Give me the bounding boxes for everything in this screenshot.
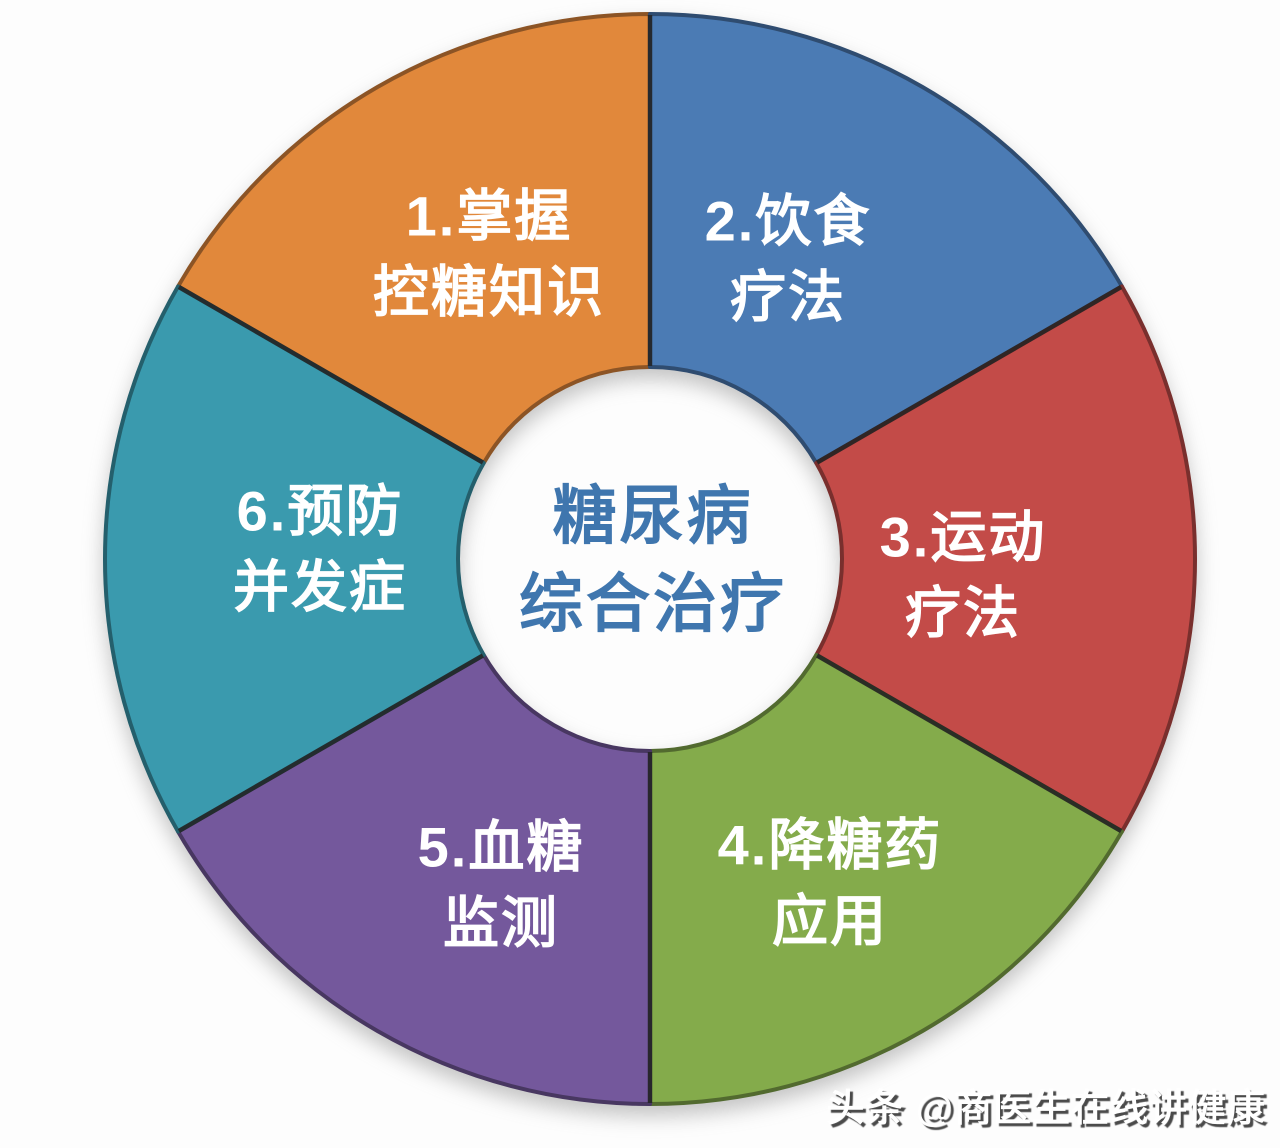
segment-label-3-line-2: 疗法 bbox=[905, 582, 1021, 645]
pie-segment-5 bbox=[176, 653, 652, 1106]
segment-label-6-line-2: 并发症 bbox=[233, 556, 407, 619]
segment-divider bbox=[816, 653, 1123, 833]
segment-label-1-line-2: 控糖知识 bbox=[373, 261, 605, 324]
segment-label-6-line-1: 6.预防 bbox=[237, 480, 404, 543]
segment-label-2-line-1: 2.饮食 bbox=[705, 190, 872, 253]
segment-label-5-line-2: 监测 bbox=[443, 892, 559, 955]
segment-label-3-line-1: 3.运动 bbox=[880, 506, 1047, 569]
watermark: 头条 @商医生在线讲健康 bbox=[826, 1088, 1266, 1130]
donut-slices bbox=[103, 12, 1197, 1106]
segment-label-4-line-2: 应用 bbox=[772, 890, 888, 953]
pie-segment-4 bbox=[648, 653, 1124, 1106]
center-title-line-1: 糖尿病 bbox=[553, 480, 754, 552]
pie-segment-6 bbox=[103, 284, 486, 834]
pie-segment-1 bbox=[176, 12, 652, 465]
segment-label-2-line-2: 疗法 bbox=[730, 266, 846, 329]
segment-label-5-line-1: 5.血糖 bbox=[418, 816, 585, 879]
segment-divider bbox=[177, 653, 484, 833]
segment-divider bbox=[177, 285, 484, 465]
pie-segment-2 bbox=[648, 12, 1124, 465]
segment-label-4-line-1: 4.降糖药 bbox=[718, 814, 943, 877]
center-title-line-2: 综合治疗 bbox=[519, 568, 787, 640]
segment-label-1-line-1: 1.掌握 bbox=[406, 185, 573, 248]
pie-segment-3 bbox=[814, 284, 1197, 834]
segment-divider bbox=[816, 285, 1123, 465]
